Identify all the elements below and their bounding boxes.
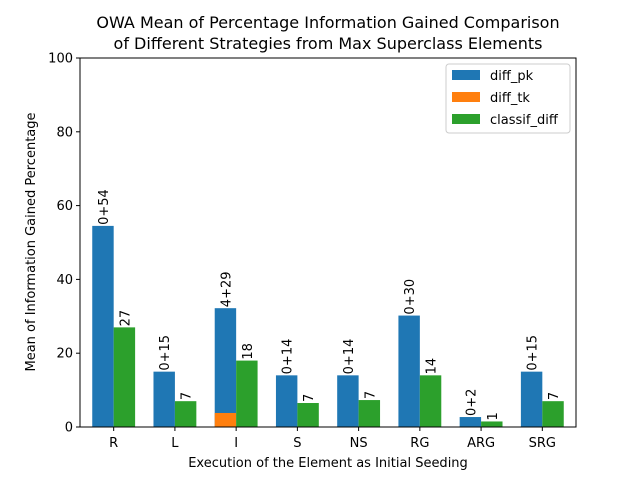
bar-label-diff-pk: 4+29 bbox=[219, 271, 234, 307]
chart-title-line-1: OWA Mean of Percentage Information Gaine… bbox=[96, 13, 559, 32]
bar-diff-pk bbox=[459, 417, 482, 427]
bar-classif-diff bbox=[419, 375, 442, 427]
bar-label-classif-diff: 14 bbox=[425, 358, 440, 375]
bar-diff-pk bbox=[275, 375, 298, 427]
legend: diff_pk diff_tk classif_diff bbox=[445, 63, 571, 134]
y-axis-label: Mean of Information Gained Percentage bbox=[24, 112, 39, 371]
x-tick-label: R bbox=[109, 436, 118, 451]
x-tick-label: I bbox=[234, 436, 238, 451]
bar-label-classif-diff: 18 bbox=[241, 343, 256, 360]
legend-label: diff_pk bbox=[490, 69, 534, 84]
x-tick-label: NS bbox=[350, 436, 368, 451]
x-tick-label: S bbox=[293, 436, 301, 451]
bar-diff-pk bbox=[398, 315, 420, 427]
bar-label-classif-diff: 7 bbox=[302, 394, 317, 402]
x-tick-label: SRG bbox=[529, 436, 556, 451]
bar-classif-diff bbox=[542, 401, 564, 427]
y-tick-label: 80 bbox=[56, 125, 73, 140]
bar-label-diff-pk: 0+14 bbox=[281, 339, 296, 375]
bar-label-classif-diff: 27 bbox=[118, 310, 133, 327]
legend-swatch bbox=[452, 114, 480, 124]
bar-label-diff-pk: 0+14 bbox=[342, 339, 357, 375]
bar-label-classif-diff: 7 bbox=[363, 391, 378, 399]
bar-classif-diff bbox=[113, 327, 136, 427]
legend-swatch bbox=[452, 92, 480, 102]
bar-label-diff-pk: 0+2 bbox=[464, 389, 479, 416]
y-tick-label: 60 bbox=[56, 199, 73, 214]
legend-label: diff_tk bbox=[490, 91, 530, 106]
bar-label-diff-pk: 0+30 bbox=[403, 279, 418, 315]
y-tick-label: 100 bbox=[48, 52, 73, 67]
plot-frame bbox=[79, 57, 577, 428]
bar-label-diff-pk: 0+54 bbox=[97, 189, 112, 225]
bar-label-diff-pk: 0+15 bbox=[526, 335, 541, 371]
bar-classif-diff bbox=[297, 403, 319, 427]
x-axis-label: Execution of the Element as Initial Seed… bbox=[188, 456, 468, 471]
bar-diff-pk bbox=[153, 371, 175, 427]
bar-classif-diff bbox=[358, 400, 381, 427]
y-tick-label: 20 bbox=[56, 347, 73, 362]
bar-label-classif-diff: 1 bbox=[486, 412, 501, 420]
bars-group bbox=[92, 225, 564, 427]
bar-classif-diff bbox=[236, 360, 258, 427]
bar-diff-pk bbox=[92, 225, 114, 427]
x-tick-label: RG bbox=[410, 436, 429, 451]
axis-ticks: 0 20 40 60 80 100 R L I S NS RG ARG SRG bbox=[48, 52, 556, 452]
bar-diff-pk bbox=[520, 371, 543, 427]
y-tick-label: 40 bbox=[56, 273, 73, 288]
bar-diff-pk bbox=[337, 375, 359, 427]
bar-label-classif-diff: 7 bbox=[547, 392, 562, 400]
y-tick-label: 0 bbox=[65, 421, 73, 436]
legend-swatch bbox=[452, 70, 480, 80]
bar-label-diff-pk: 0+15 bbox=[158, 335, 173, 371]
bar-labels-group: 0+54 27 0+15 7 4+29 18 0+14 7 0+14 7 0+30 14 0+2 1 0+1… bbox=[97, 189, 562, 420]
bar-classif-diff bbox=[174, 401, 197, 427]
x-tick-label: L bbox=[171, 436, 179, 451]
bar-label-classif-diff: 7 bbox=[180, 392, 195, 400]
bar-diff-pk bbox=[214, 308, 237, 427]
legend-label: classif_diff bbox=[490, 113, 559, 128]
chart-title-line-2: of Different Strategies from Max Supercl… bbox=[114, 34, 543, 53]
bar-classif-diff bbox=[481, 421, 503, 427]
x-tick-label: ARG bbox=[467, 436, 495, 451]
bar-diff-tk bbox=[214, 412, 237, 427]
